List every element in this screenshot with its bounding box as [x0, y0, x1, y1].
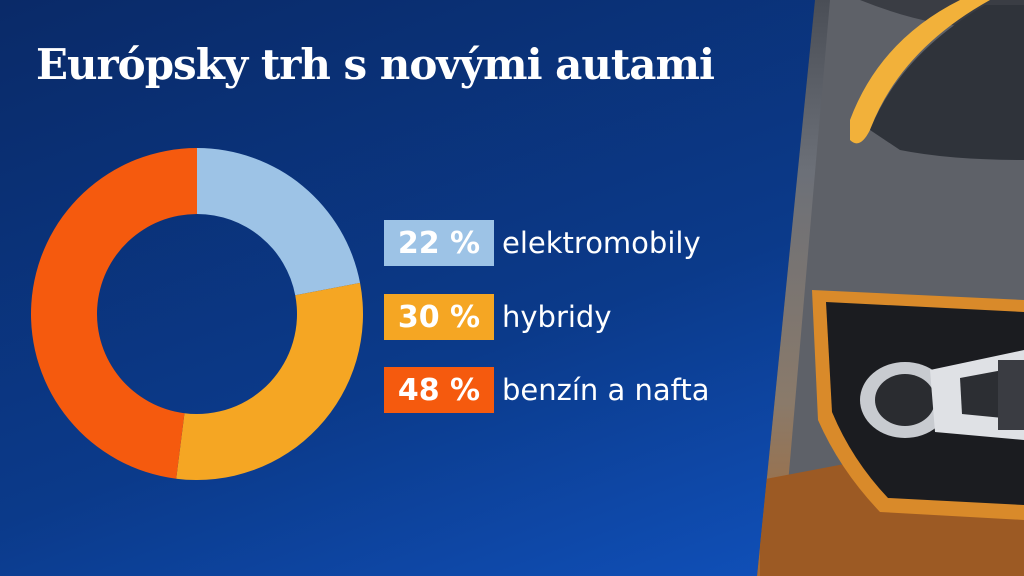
legend-label: elektromobily — [502, 226, 701, 260]
legend-item: 22 % elektromobily — [384, 220, 701, 266]
legend-item: 48 % benzín a nafta — [384, 367, 710, 413]
donut-slice-1 — [197, 148, 361, 296]
legend-value-badge: 30 % — [384, 294, 494, 340]
legend-item: 30 % hybridy — [384, 294, 612, 340]
donut-slice-2 — [176, 282, 364, 480]
legend-label: benzín a nafta — [502, 373, 710, 407]
legend-value-badge: 22 % — [384, 220, 494, 266]
legend-value-badge: 48 % — [384, 367, 494, 413]
legend-label: hybridy — [502, 300, 612, 334]
chart-title: Európsky trh s novými autami — [36, 40, 715, 89]
donut-slice-3 — [31, 148, 197, 479]
